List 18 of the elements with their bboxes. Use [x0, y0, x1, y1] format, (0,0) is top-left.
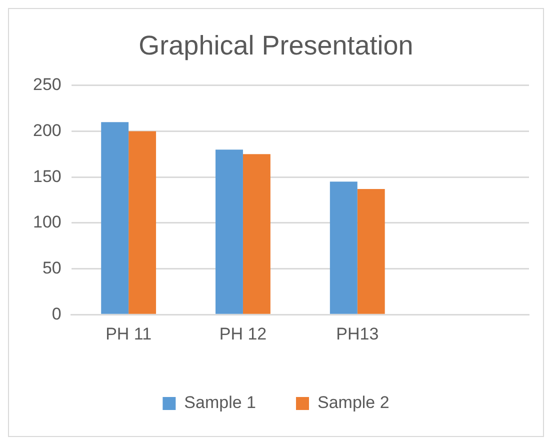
bar: [101, 122, 129, 314]
x-tick-label: PH 11: [106, 324, 152, 344]
y-tick-label: 200: [32, 120, 62, 140]
x-tick-label: PH 12: [219, 324, 267, 344]
y-tick-label: 250: [32, 75, 62, 94]
x-tick-label: PH13: [336, 324, 379, 344]
bar: [242, 154, 270, 314]
y-tick-label: 100: [32, 212, 62, 232]
legend-label: Sample 2: [318, 393, 390, 412]
bar: [216, 150, 243, 314]
bar: [128, 131, 156, 314]
y-tick-label: 150: [32, 166, 62, 186]
bar: [330, 182, 358, 314]
legend-label: Sample 1: [184, 393, 256, 412]
bar: [357, 189, 385, 314]
y-tick-label: 50: [42, 258, 62, 278]
chart-title: Graphical Presentation: [138, 30, 414, 61]
y-tick-label: 0: [52, 304, 62, 324]
